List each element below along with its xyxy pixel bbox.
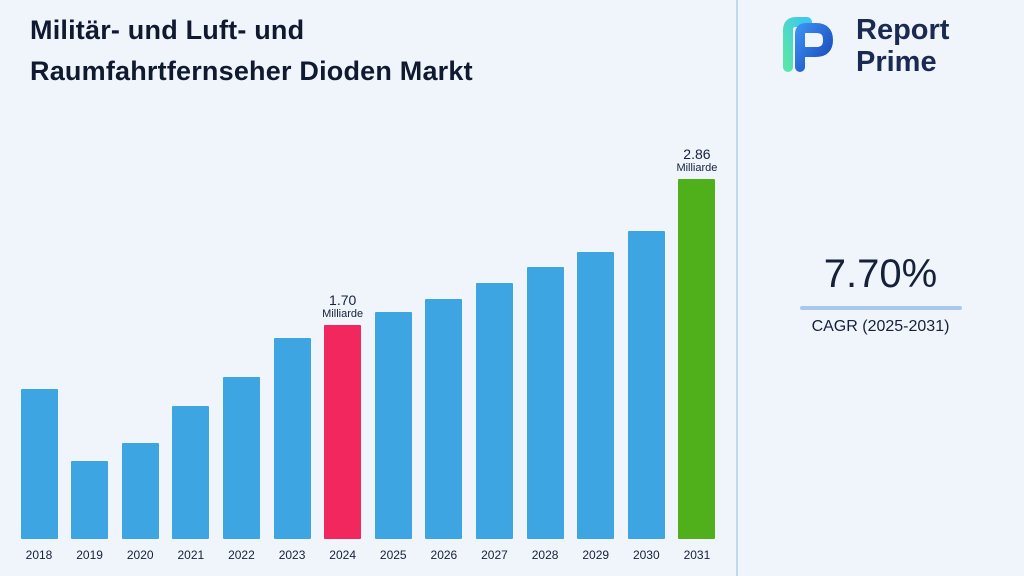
bar — [577, 252, 615, 539]
bar-chart: 2018 2019 2020 2021 2022 2023 1.70 Milliarde 202… — [14, 146, 722, 563]
page-title: Militär- und Luft- und Raumfahrtfernsehe… — [30, 10, 473, 92]
bar-group: 2.86 Milliarde 2031 — [672, 146, 722, 563]
bar-year-label: 2027 — [481, 548, 508, 562]
bar-year-label: 2031 — [683, 548, 711, 562]
cagr-underline — [799, 306, 962, 310]
bar — [222, 377, 260, 539]
bar-group: 2029 — [571, 252, 621, 563]
bar-annotation-unit: Milliarde — [676, 162, 718, 174]
bar-group: 2020 — [115, 443, 165, 563]
bar — [324, 325, 362, 539]
bar — [172, 406, 210, 539]
bar-group: 2030 — [621, 231, 671, 563]
bar-annotation: 1.70 Milliarde — [322, 292, 363, 320]
bar-group: 2021 — [166, 406, 216, 563]
bar-year-label: 2022 — [228, 548, 255, 562]
bar-year-label: 2020 — [126, 548, 154, 562]
bar-year-label: 2023 — [278, 548, 306, 562]
bar — [273, 338, 311, 539]
bar-group: 2023 — [267, 338, 317, 563]
bar-year-label: 2028 — [531, 548, 559, 562]
bar-year-label: 2018 — [25, 548, 53, 562]
cagr-panel: 7.70% CAGR (2025-2031) — [737, 252, 1024, 336]
bar-group: 2022 — [216, 377, 266, 563]
brand-name-line-1: Report — [856, 13, 950, 46]
brand-name-line-2: Prime — [856, 45, 937, 78]
bar-annotation: 2.86 Milliarde — [676, 146, 717, 174]
cagr-value: 7.70% — [823, 252, 938, 296]
brand: Report Prime — [772, 10, 949, 81]
bar-year-label: 2021 — [177, 548, 205, 562]
vertical-divider — [736, 0, 738, 576]
bar-group: 2018 — [14, 389, 64, 563]
bar-group: 2019 — [65, 461, 115, 563]
bar-chart-bars: 2018 2019 2020 2021 2022 2023 1.70 Milliarde 202… — [14, 146, 722, 563]
bar-year-label: 2025 — [379, 548, 407, 562]
page-title-line-1: Militär- und Luft- und — [30, 15, 305, 45]
bar-group: 2025 — [368, 312, 418, 563]
bar-year-label: 2019 — [76, 548, 103, 562]
bar-year-label: 2024 — [329, 548, 356, 562]
bar-year-label: 2026 — [430, 548, 458, 562]
bar-group: 2027 — [469, 283, 519, 563]
bar-annotation-value: 1.70 — [329, 292, 357, 308]
bar-group: 2028 — [520, 267, 570, 563]
cagr-label: CAGR (2025-2031) — [811, 318, 950, 335]
page-title-line-2: Raumfahrtfernseher Dioden Markt — [30, 56, 473, 86]
bar — [71, 461, 109, 539]
bar-annotation-unit: Milliarde — [322, 308, 364, 320]
bar-annotation-value: 2.86 — [683, 146, 711, 162]
bar — [627, 231, 665, 539]
bar — [374, 312, 412, 539]
bar — [475, 283, 513, 539]
bar — [425, 299, 463, 539]
bar-year-label: 2030 — [632, 548, 660, 562]
bar-year-label: 2029 — [582, 548, 610, 562]
bar-group: 1.70 Milliarde 2024 — [318, 292, 368, 563]
brand-name: Report Prime — [856, 14, 949, 78]
bar — [678, 179, 716, 539]
bar-group: 2026 — [419, 299, 469, 563]
bar — [526, 267, 564, 539]
bar — [121, 443, 159, 539]
reportprime-logo-icon — [772, 10, 842, 81]
bar — [20, 389, 58, 539]
